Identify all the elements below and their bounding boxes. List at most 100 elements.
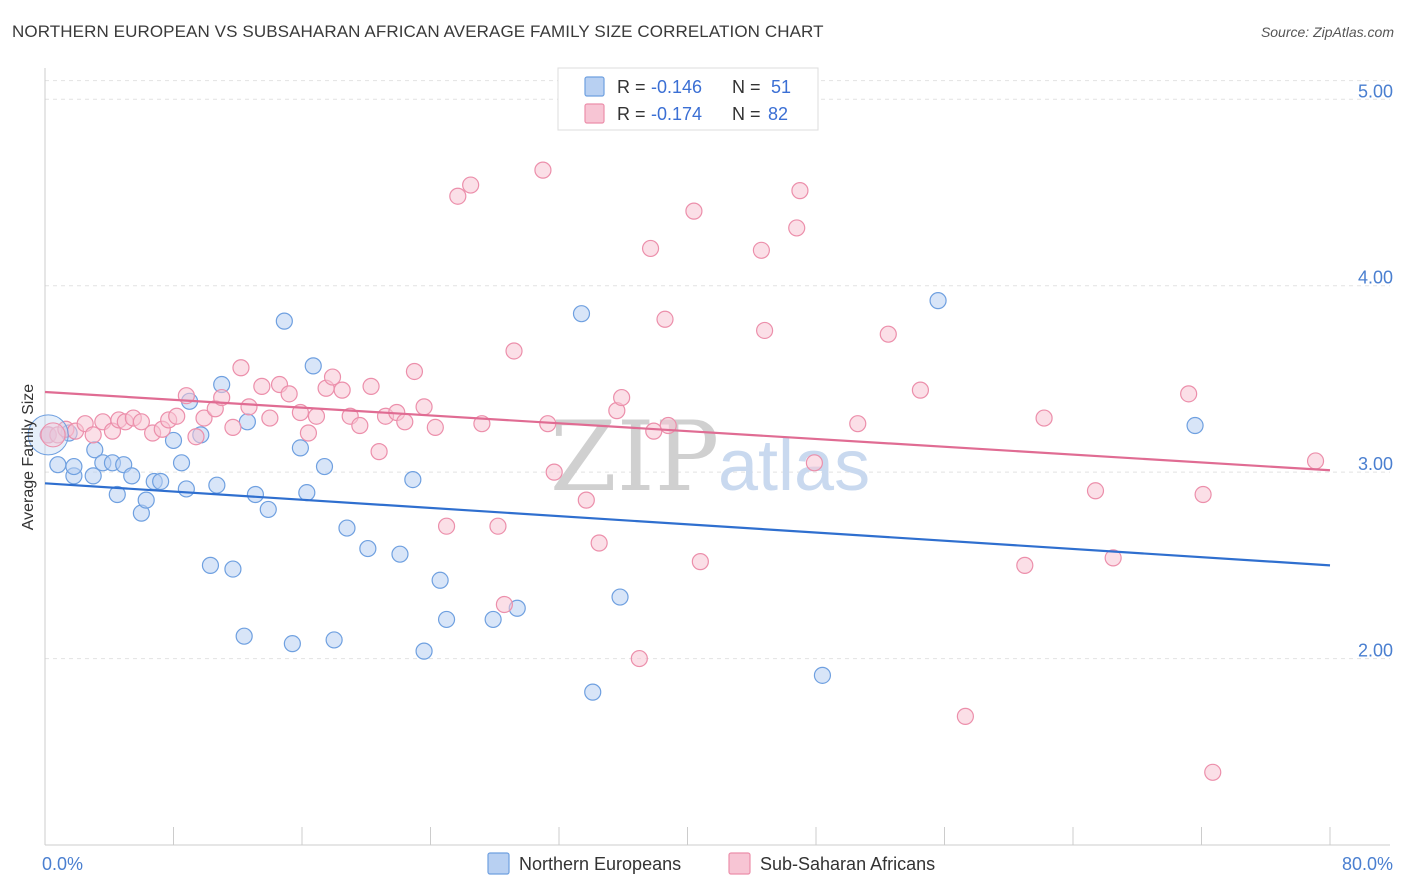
subsaharan-africans-point [426,418,444,436]
legend-swatch-northern [584,76,605,97]
subsaharan-africans-point [280,385,298,403]
subsaharan-africans-point [351,416,369,435]
subsaharan-africans-point [489,517,507,535]
northern-europeans-point [484,610,502,629]
subsaharan-africans-point [168,407,186,425]
subsaharan-africans-point [195,409,213,427]
source-credit: Source: ZipAtlas.com [1260,24,1394,40]
northern-europeans-point [259,500,277,519]
subsaharan-africans-point [396,413,414,431]
legend-swatch-northern-bottom [487,852,510,875]
northern-europeans-cluster-point [27,414,69,456]
northern-europeans-point [291,439,309,457]
subsaharan-africans-point [685,202,703,220]
northern-europeans-point [283,635,301,653]
subsaharan-africans-point [1086,482,1105,500]
northern-europeans-point [929,292,947,310]
northern-europeans-point [611,588,629,606]
legend-swatch-subsaharan-bottom [728,852,751,875]
subsaharan-africans-cluster-point [40,422,66,448]
northern-europeans-point [415,642,433,660]
subsaharan-africans-point [755,321,774,340]
subsaharan-africans-point [405,362,424,381]
subsaharan-africans-point [362,377,380,395]
subsaharan-africans-point [613,388,631,407]
subsaharan-africans-point [656,310,674,328]
legend-r-value: -0.146 [651,77,702,97]
subsaharan-africans-point [232,359,250,377]
subsaharan-africans-trend-line [44,390,1331,472]
y-tick-label: 3.00 [1358,454,1393,474]
subsaharan-africans-point [534,161,552,179]
subsaharan-africans-point [333,381,351,399]
subsaharan-africans-point [187,428,205,446]
legend-n-label: N = [732,104,761,124]
subsaharan-africans-point [495,595,513,614]
northern-europeans-point [137,491,155,509]
watermark: ZIP atlas [550,401,870,513]
legend-r-label: R = [617,77,646,97]
subsaharan-africans-point [545,463,563,481]
subsaharan-africans-point [1306,452,1325,470]
northern-europeans-point [238,413,256,431]
subsaharan-africans-point [261,409,279,427]
y-tick-label: 5.00 [1358,81,1393,101]
northern-europeans-point [177,480,195,498]
legend-swatch-subsaharan [584,103,605,124]
x-tick-label: 0.0% [42,854,83,874]
northern-europeans-point [246,485,265,504]
northern-europeans-point [224,560,242,578]
northern-europeans-point [584,683,602,701]
northern-europeans-point [201,556,220,574]
subsaharan-africans-point [84,426,102,444]
subsaharan-africans-point [132,413,150,431]
northern-europeans-point [84,467,102,485]
northern-europeans-point [49,456,67,474]
watermark-atlas: atlas [718,426,870,506]
subsaharan-africans-point [307,407,326,425]
y-axis-label: Average Family Size [20,384,37,531]
y-tick-label: 2.00 [1358,641,1393,661]
subsaharan-africans-point [1104,549,1122,567]
subsaharan-africans-point [1035,409,1053,427]
subsaharan-africans-point [299,424,318,442]
subsaharan-africans-point [415,398,433,416]
legend-series-name: Northern Europeans [519,854,681,874]
x-tick-label: 80.0% [1342,854,1393,874]
y-tick-label: 4.00 [1358,268,1393,288]
axes: 2.00 3.00 4.00 5.00 0.0% 80.0% [42,68,1393,874]
northern-europeans-point [275,312,293,330]
northern-europeans-point [164,431,183,450]
trend-lines [44,390,1331,567]
subsaharan-africans-point [323,368,342,386]
chart-title: NORTHERN EUROPEAN VS SUBSAHARAN AFRICAN … [12,22,824,41]
subsaharan-africans-point [879,325,897,343]
subsaharan-africans-point [253,377,271,395]
subsaharan-africans-point [788,219,806,237]
subsaharan-africans-point [630,649,648,668]
subsaharan-africans-point [1204,763,1222,781]
subsaharan-africans-point [1194,485,1212,504]
stats-legend: R = -0.146 N = 51 R = -0.174 N = 82 [557,67,819,131]
subsaharan-africans-point [240,398,258,416]
northern-europeans-point [152,472,170,491]
northern-europeans-point [404,471,422,489]
legend-r-value: -0.174 [651,104,702,124]
northern-europeans-point [391,545,409,563]
data-points [27,161,1325,781]
legend-n-value: 51 [771,77,791,97]
subsaharan-africans-point [590,534,608,552]
northern-europeans-point [235,627,253,645]
subsaharan-africans-point [505,342,523,360]
subsaharan-africans-point [911,381,930,399]
subsaharan-africans-point [691,553,709,571]
northern-europeans-point [108,485,126,504]
subsaharan-africans-point [449,187,467,205]
subsaharan-africans-point [1180,385,1198,403]
subsaharan-africans-point [645,422,663,440]
northern-europeans-point [437,610,456,629]
northern-europeans-point [304,357,322,375]
subsaharan-africans-point [224,418,242,436]
subsaharan-africans-point [370,443,388,461]
